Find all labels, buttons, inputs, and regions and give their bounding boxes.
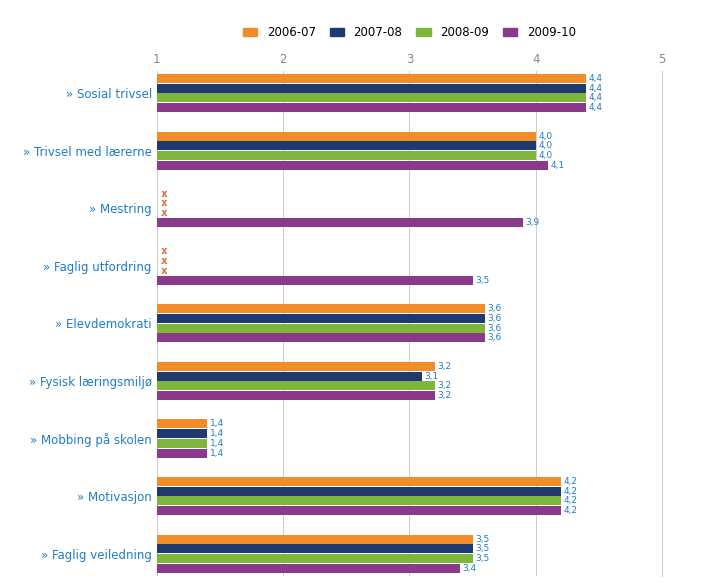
Bar xyxy=(157,429,207,438)
Bar xyxy=(157,544,473,553)
Text: x: x xyxy=(160,246,167,256)
Text: 4,4: 4,4 xyxy=(589,83,603,93)
Bar xyxy=(157,141,536,151)
Bar xyxy=(157,132,536,141)
Text: 1,4: 1,4 xyxy=(210,439,224,448)
Text: 4,1: 4,1 xyxy=(551,161,565,170)
Text: 4,0: 4,0 xyxy=(538,141,553,151)
Bar xyxy=(157,554,473,563)
Bar xyxy=(157,93,587,102)
Text: 3,6: 3,6 xyxy=(488,314,502,323)
Bar xyxy=(157,506,561,515)
Bar xyxy=(157,439,207,448)
Text: 3,4: 3,4 xyxy=(463,564,476,573)
Text: 1,4: 1,4 xyxy=(210,449,224,457)
Text: 3,2: 3,2 xyxy=(437,382,451,390)
Text: 3,1: 3,1 xyxy=(424,372,439,380)
Bar xyxy=(157,83,587,93)
Text: 1,4: 1,4 xyxy=(210,429,224,438)
Text: x: x xyxy=(160,208,167,218)
Text: 3,5: 3,5 xyxy=(475,554,489,563)
Text: 3,6: 3,6 xyxy=(488,333,502,342)
Bar xyxy=(157,496,561,506)
Bar xyxy=(157,161,548,170)
Text: 4,4: 4,4 xyxy=(589,103,603,112)
Bar xyxy=(157,487,561,496)
Bar xyxy=(157,391,434,400)
Bar xyxy=(157,534,473,544)
Bar xyxy=(157,314,486,323)
Bar xyxy=(157,305,486,313)
Text: 4,4: 4,4 xyxy=(589,74,603,83)
Text: 4,0: 4,0 xyxy=(538,151,553,160)
Text: 4,2: 4,2 xyxy=(564,487,577,496)
Text: 4,2: 4,2 xyxy=(564,496,577,506)
Text: 3,9: 3,9 xyxy=(525,218,540,228)
Text: 3,6: 3,6 xyxy=(488,305,502,313)
Text: 3,5: 3,5 xyxy=(475,544,489,553)
Bar xyxy=(157,419,207,429)
Bar xyxy=(157,103,587,112)
Text: 3,5: 3,5 xyxy=(475,276,489,285)
Bar xyxy=(157,449,207,457)
Text: 3,5: 3,5 xyxy=(475,534,489,544)
Bar xyxy=(157,382,434,390)
Text: 4,2: 4,2 xyxy=(564,477,577,486)
Bar xyxy=(157,276,473,285)
Bar xyxy=(157,362,434,371)
Bar xyxy=(157,564,460,573)
Text: 4,4: 4,4 xyxy=(589,93,603,102)
Legend: 2006-07, 2007-08, 2008-09, 2009-10: 2006-07, 2007-08, 2008-09, 2009-10 xyxy=(243,26,576,39)
Text: 3,6: 3,6 xyxy=(488,324,502,333)
Text: 1,4: 1,4 xyxy=(210,419,224,429)
Text: 4,0: 4,0 xyxy=(538,132,553,141)
Bar xyxy=(157,324,486,333)
Bar xyxy=(157,372,422,380)
Bar xyxy=(157,218,523,228)
Bar xyxy=(157,477,561,486)
Text: x: x xyxy=(160,189,167,199)
Text: 4,2: 4,2 xyxy=(564,506,577,515)
Bar xyxy=(157,333,486,342)
Bar xyxy=(157,74,587,83)
Text: 3,2: 3,2 xyxy=(437,391,451,400)
Text: x: x xyxy=(160,198,167,208)
Text: x: x xyxy=(160,266,167,276)
Text: x: x xyxy=(160,256,167,266)
Bar xyxy=(157,151,536,160)
Text: 3,2: 3,2 xyxy=(437,362,451,371)
